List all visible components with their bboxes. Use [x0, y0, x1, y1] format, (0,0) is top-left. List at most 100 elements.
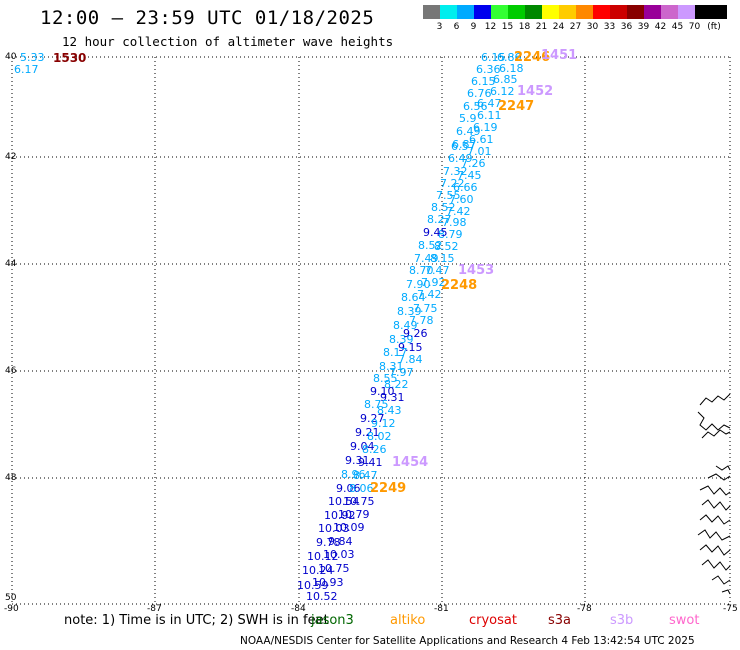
color-swatch [559, 5, 576, 19]
time-label: 1453 [458, 263, 495, 278]
wave-value: 8.52 [418, 239, 443, 252]
wave-value-high: 10.92 [324, 509, 356, 522]
wave-value-high: 9.78 [316, 536, 341, 549]
wave-value-high: 10.54 [328, 495, 360, 508]
lon-label: -75 [723, 604, 738, 614]
wave-value: 6.11 [477, 109, 502, 122]
color-swatch [440, 5, 457, 19]
color-swatch [423, 5, 440, 19]
wave-value: 7.78 [409, 314, 434, 327]
color-swatch [457, 5, 474, 19]
wave-value-high: 9.31 [380, 391, 405, 404]
page-title: 12:00 — 23:59 UTC 01/18/2025 [40, 7, 375, 29]
wave-value: 6.86 [497, 51, 522, 64]
color-swatch [678, 5, 695, 19]
wave-value-high: 9.21 [355, 426, 380, 439]
color-scale-label: 70 [688, 22, 701, 32]
lat-label: 40 [5, 52, 17, 62]
time-label: 2248 [441, 278, 478, 293]
wave-value: 6.49 [448, 152, 473, 165]
wave-value: 8.64 [401, 291, 426, 304]
wave-value: 8.02 [367, 430, 392, 443]
wave-value-high: 10.79 [338, 508, 370, 521]
color-scale-label: 15 [501, 22, 514, 32]
wave-value-high: 10.12 [307, 550, 339, 563]
wave-value-high: 9.27 [360, 412, 385, 425]
footer-note: note: 1) Time is in UTC; 2) SWH is in fe… [64, 613, 329, 628]
wave-value-high: 10.75 [343, 495, 375, 508]
time-label: 2246 [514, 50, 551, 65]
color-scale-label: (ft) [707, 22, 721, 32]
wave-value: 7.47 [425, 264, 450, 277]
lon-label: -87 [147, 604, 162, 614]
wave-value: 5.9 [459, 112, 477, 125]
color-swatch [627, 5, 644, 19]
color-swatch [695, 5, 727, 19]
wave-value: 7.84 [398, 353, 423, 366]
wave-value-high: 10.03 [318, 522, 350, 535]
color-swatch [644, 5, 661, 19]
wave-value: 7.60 [449, 193, 474, 206]
wave-value-high: 10.24 [302, 564, 334, 577]
wave-value: 7.42 [417, 288, 442, 301]
wave-value: 8.17 [383, 346, 408, 359]
wave-value: 8.39 [397, 305, 422, 318]
color-swatch [491, 5, 508, 19]
color-scale-label: 42 [654, 22, 667, 32]
color-scale-label: 18 [518, 22, 531, 32]
wave-value: 7.49 [414, 252, 439, 265]
wave-value: 8.75 [364, 398, 389, 411]
wave-value: 7.22 [440, 177, 465, 190]
coastline [697, 393, 731, 595]
time-label: 2249 [370, 481, 407, 496]
wave-value-high: 9.84 [328, 535, 353, 548]
wave-value-high: 10.93 [312, 576, 344, 589]
color-scale-label: 36 [620, 22, 633, 32]
wave-value: 8.26 [362, 443, 387, 456]
wave-value-high: 9.31 [345, 454, 370, 467]
color-scale-label: 39 [637, 22, 650, 32]
color-swatch [525, 5, 542, 19]
wave-value: 6.85 [493, 73, 518, 86]
color-scale-label: 9 [470, 22, 477, 32]
color-swatch [610, 5, 627, 19]
wave-value: 7.75 [413, 302, 438, 315]
wave-value: 7.32 [443, 165, 468, 178]
wave-value: 5.33 [20, 51, 45, 64]
color-scale-label: 6 [453, 22, 460, 32]
wave-value: 6.47 [477, 97, 502, 110]
satellite-legend-jason3: jason3 [311, 613, 354, 628]
wave-value: 6.17 [14, 63, 39, 76]
wave-value: 8.43 [377, 404, 402, 417]
lat-label: 48 [5, 473, 17, 483]
color-scale-label: 24 [552, 22, 565, 32]
wave-value: 8.39 [389, 333, 414, 346]
wave-value: 8.96 [341, 468, 366, 481]
wave-value-high: 9.41 [358, 456, 383, 469]
satellite-legend-altiko: altiko [390, 613, 426, 628]
wave-value: 8.31 [379, 360, 404, 373]
wave-value: 8.27 [427, 213, 452, 226]
wave-value: 8.52 [434, 240, 459, 253]
lon-label: -78 [577, 604, 592, 614]
color-scale-label: 30 [586, 22, 599, 32]
color-scale-label: 33 [603, 22, 616, 32]
wave-value: 7.26 [461, 157, 486, 170]
color-scale-label: 12 [484, 22, 497, 32]
wave-value: 6.15 [481, 51, 506, 64]
time-label: 1452 [517, 84, 554, 99]
wave-value-high: 9.04 [350, 440, 375, 453]
color-swatch [474, 5, 491, 19]
color-scale-label: 3 [436, 22, 443, 32]
wave-value: 6.12 [490, 85, 515, 98]
wave-value-high: 10.03 [323, 548, 355, 561]
wave-value: 7.55 [436, 189, 461, 202]
color-scale-label: 45 [671, 22, 684, 32]
wave-value-high: 10.75 [318, 562, 350, 575]
wave-value: 7.92 [421, 276, 446, 289]
color-scale-label: 21 [535, 22, 548, 32]
lat-label: 46 [5, 366, 17, 376]
wave-value: 7.90 [406, 278, 431, 291]
wave-value: 6.61 [469, 133, 494, 146]
